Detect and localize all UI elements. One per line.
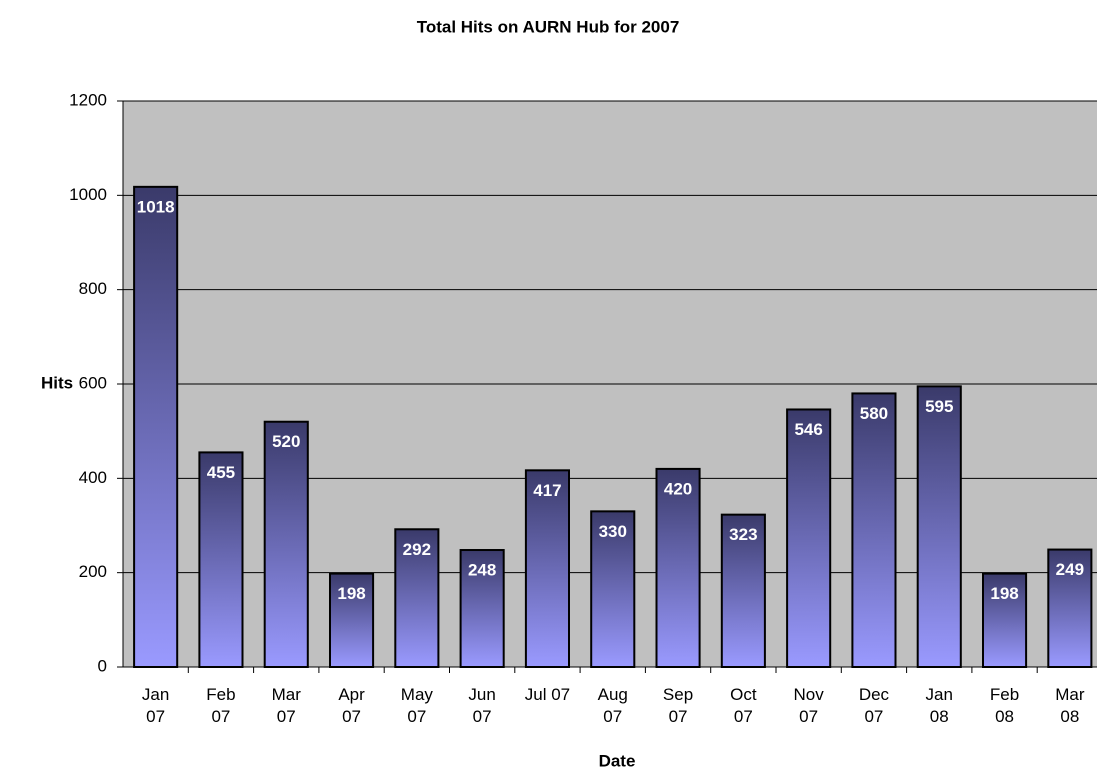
bar <box>459 549 505 669</box>
value-label: 248 <box>468 561 496 580</box>
y-tick-label: 0 <box>98 656 107 675</box>
x-tick-label: Jun 07 <box>468 685 496 726</box>
x-tick-label: Mar 07 <box>271 685 301 726</box>
x-tick-label: Aug 07 <box>597 685 628 726</box>
x-tick-label: Apr 07 <box>338 685 365 726</box>
chart-title: Total Hits on AURN Hub for 2007 <box>417 17 680 36</box>
bar <box>1047 548 1093 668</box>
y-tick-label: 200 <box>79 562 107 581</box>
bar <box>590 510 636 668</box>
value-label: 455 <box>207 463 235 482</box>
value-label: 546 <box>794 420 822 439</box>
value-label: 417 <box>533 481 561 500</box>
bar <box>263 420 309 668</box>
value-label: 198 <box>337 584 365 603</box>
value-label: 323 <box>729 525 757 544</box>
x-tick-label: Mar 08 <box>1055 685 1085 726</box>
x-tick-label: May 07 <box>400 685 433 726</box>
bar <box>851 392 897 668</box>
y-tick-label: 800 <box>79 279 107 298</box>
value-label: 1018 <box>137 197 175 216</box>
x-tick-label: Feb 07 <box>206 685 236 726</box>
value-label: 198 <box>990 584 1018 603</box>
value-label: 595 <box>925 397 953 416</box>
y-tick-label: 400 <box>79 468 107 487</box>
x-tick-label: Jul 07 <box>524 685 571 704</box>
value-label: 580 <box>860 404 888 423</box>
value-label: 330 <box>599 522 627 541</box>
value-label: 420 <box>664 479 692 498</box>
bar <box>916 385 962 668</box>
x-tick-label: Jan 07 <box>141 685 170 726</box>
x-tick-label: Nov 07 <box>793 685 824 726</box>
y-tick-label: 1000 <box>69 185 107 204</box>
x-tick-label: Sep 07 <box>662 685 694 726</box>
x-tick-label: Feb 08 <box>989 685 1020 726</box>
x-tick-label: Dec 07 <box>858 685 890 726</box>
bar <box>786 408 832 668</box>
value-label: 520 <box>272 432 300 451</box>
x-tick-label: Oct 07 <box>730 685 757 726</box>
bar <box>394 528 440 668</box>
bar <box>329 572 375 668</box>
y-tick-label: 600 <box>79 373 107 392</box>
y-axis-label: Hits <box>41 373 73 392</box>
bar <box>655 467 701 668</box>
bar <box>524 469 570 668</box>
value-label: 292 <box>403 540 431 559</box>
x-axis-label: Date <box>599 751 636 770</box>
bar <box>982 572 1028 668</box>
value-label: 249 <box>1056 560 1084 579</box>
bar <box>133 185 179 669</box>
bar <box>198 451 244 668</box>
x-tick-label: Jan 08 <box>925 685 953 726</box>
y-tick-label: 1200 <box>69 90 107 109</box>
bar <box>720 513 766 668</box>
